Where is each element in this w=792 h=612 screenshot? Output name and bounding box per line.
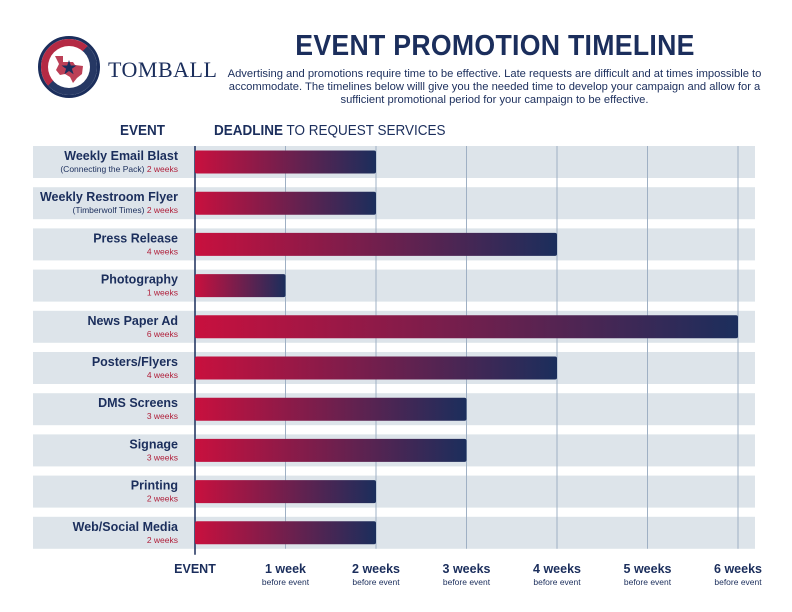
x-tick-label: EVENT: [174, 562, 216, 576]
bar-3: [195, 232, 557, 256]
row-label: Posters/Flyers: [92, 355, 178, 369]
row-sublabel: 6 weeks: [147, 329, 178, 339]
row-label: Weekly Email Blast: [64, 149, 179, 163]
bar-2: [195, 191, 376, 215]
row-sublabel: 4 weeks: [147, 246, 178, 256]
row-note: (Connecting the Pack): [60, 164, 146, 174]
x-tick-sublabel: before event: [262, 577, 310, 587]
x-tick-label: 2 weeks: [352, 562, 400, 576]
bar-9: [195, 480, 376, 504]
texas-star-icon: [55, 56, 83, 83]
row-weeks-label: 1 weeks: [147, 288, 178, 298]
bar-6: [195, 356, 557, 380]
row-background: [33, 516, 755, 549]
college-logo: TOMBALL: [38, 36, 218, 102]
bar-1: [195, 150, 376, 174]
row-sublabel: 2 weeks: [147, 494, 178, 504]
deadline-bold-text: DEADLINE: [214, 122, 284, 139]
row-background: [33, 269, 755, 302]
row-sublabel: (Timberwolf Times) 2 weeks: [73, 205, 179, 215]
row-note: (Timberwolf Times): [73, 205, 147, 215]
x-tick-sublabel: before event: [714, 577, 762, 587]
row-background: [33, 146, 755, 178]
row-weeks-label: 3 weeks: [147, 452, 178, 462]
column-header-event: EVENT: [120, 122, 166, 139]
logo-seal: [38, 36, 100, 98]
brand-name: TOMBALL: [108, 57, 218, 82]
x-tick-sublabel: before event: [533, 577, 581, 587]
x-tick-sublabel: before event: [352, 577, 400, 587]
row-label: News Paper Ad: [87, 314, 178, 328]
row-weeks-label: 3 weeks: [147, 411, 178, 421]
bar-7: [195, 397, 467, 421]
row-label: Web/Social Media: [73, 520, 179, 534]
row-weeks-label: 4 weeks: [147, 246, 178, 256]
bar-4: [195, 274, 286, 298]
row-weeks-label: 2 weeks: [147, 164, 178, 174]
x-tick-label: 5 weeks: [624, 562, 672, 576]
column-header-deadline: DEADLINE TO REQUEST SERVICES: [214, 122, 446, 139]
row-sublabel: (Connecting the Pack) 2 weeks: [60, 164, 178, 174]
row-label: Signage: [129, 437, 178, 451]
x-tick-label: 4 weeks: [533, 562, 581, 576]
page-title: EVENT PROMOTION TIMELINE: [295, 30, 695, 62]
x-tick-sublabel: before event: [443, 577, 491, 587]
row-label: Weekly Restroom Flyer: [40, 190, 178, 204]
bar-8: [195, 438, 467, 462]
row-label: DMS Screens: [98, 396, 178, 410]
row-weeks-label: 2 weeks: [147, 535, 178, 545]
row-sublabel: 4 weeks: [147, 370, 178, 380]
row-sublabel: 3 weeks: [147, 452, 178, 462]
bar-5: [195, 315, 738, 339]
x-tick-label: 3 weeks: [443, 562, 491, 576]
bar-10: [195, 521, 376, 545]
row-label: Printing: [131, 479, 178, 493]
deadline-rest-text: TO REQUEST SERVICES: [283, 122, 446, 139]
row-sublabel: 3 weeks: [147, 411, 178, 421]
x-tick-label: 1 week: [265, 562, 306, 576]
row-label: Press Release: [93, 231, 178, 245]
row-weeks-label: 2 weeks: [147, 205, 178, 215]
row-weeks-label: 2 weeks: [147, 494, 178, 504]
page-subtitle: Advertising and promotions require time …: [227, 68, 762, 107]
row-sublabel: 1 weeks: [147, 288, 178, 298]
row-weeks-label: 6 weeks: [147, 329, 178, 339]
row-label: Photography: [101, 273, 178, 287]
row-background: [33, 187, 755, 220]
row-sublabel: 2 weeks: [147, 535, 178, 545]
row-background: [33, 475, 755, 508]
x-tick-sublabel: before event: [624, 577, 672, 587]
x-tick-label: 6 weeks: [714, 562, 762, 576]
row-weeks-label: 4 weeks: [147, 370, 178, 380]
